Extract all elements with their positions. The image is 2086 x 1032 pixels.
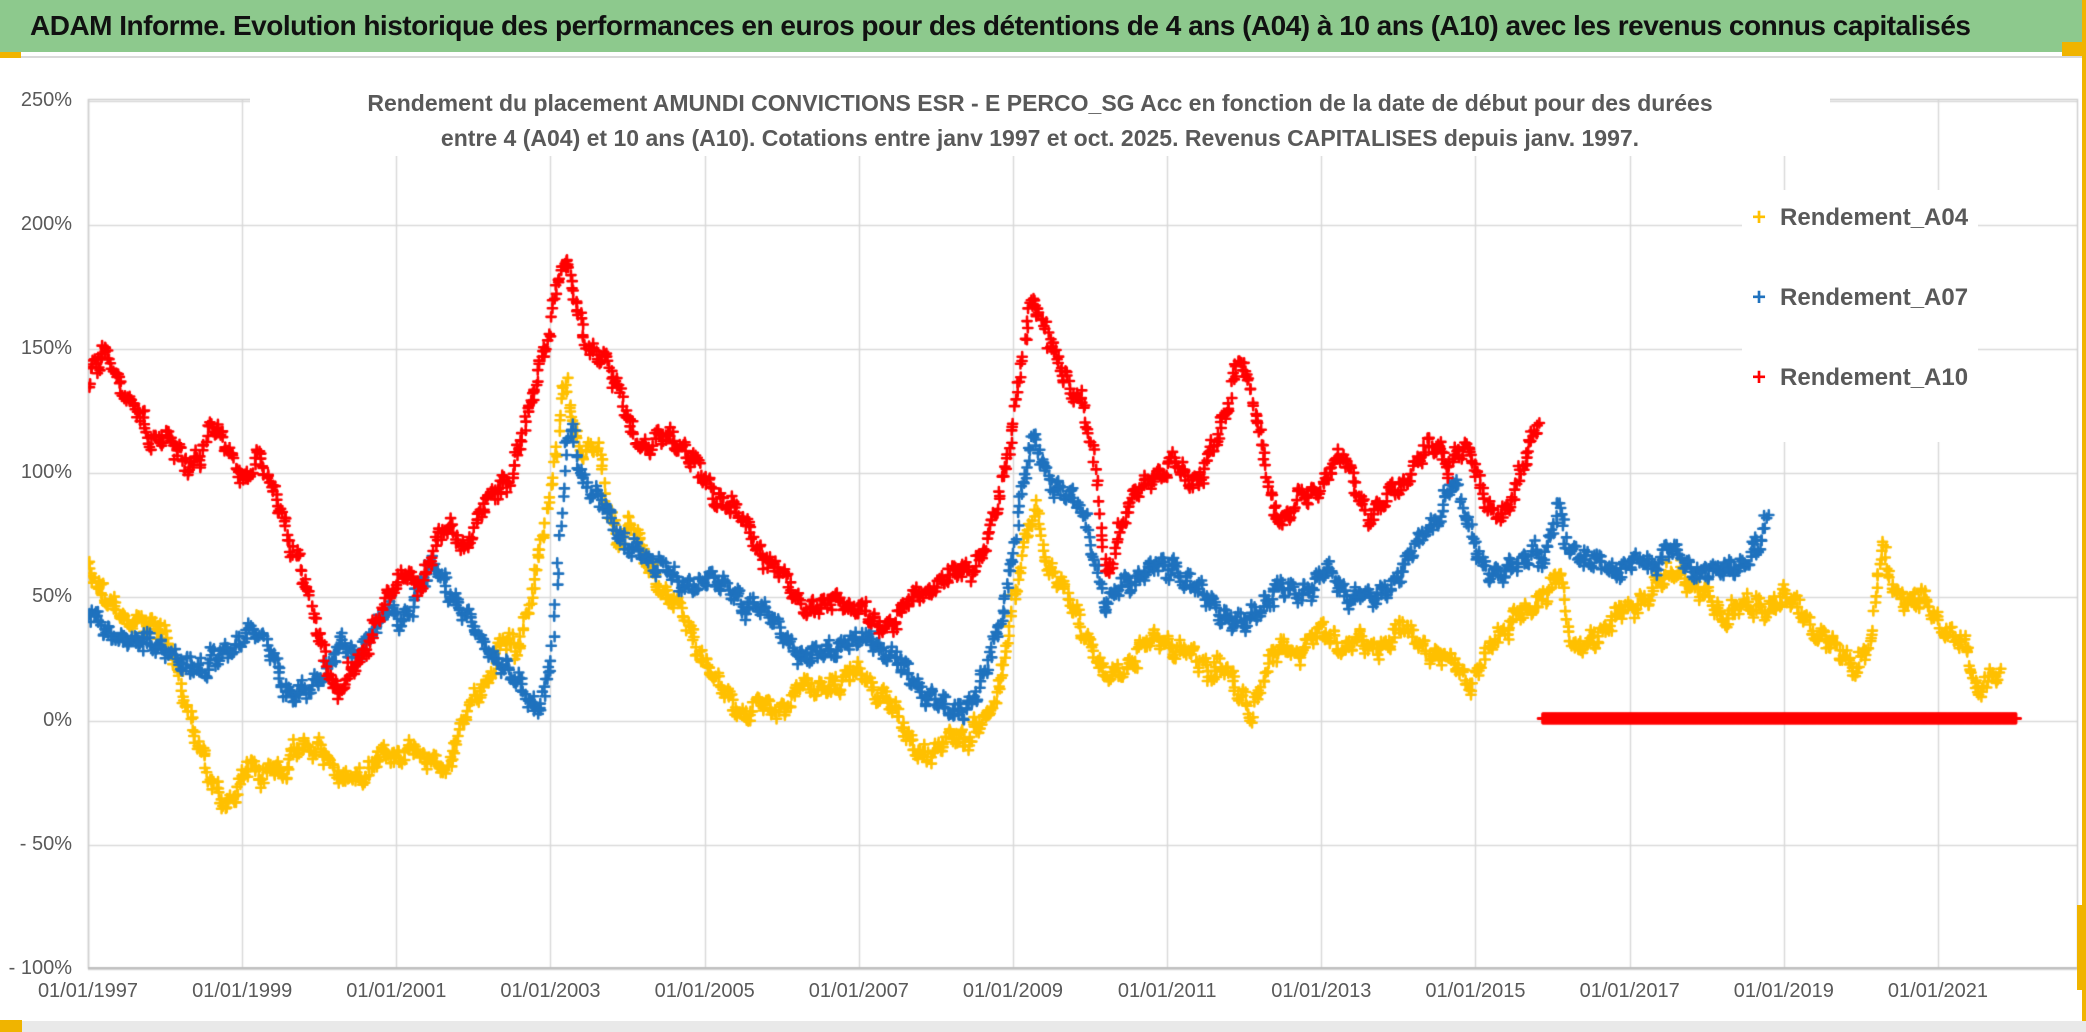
x-tick-label: 01/01/2017: [1579, 980, 1680, 1002]
header-divider: [0, 56, 2086, 58]
corner-accent-top-right: [2062, 42, 2086, 56]
y-tick-label: - 50%: [19, 833, 72, 855]
scrollbar-track-horizontal[interactable]: [0, 1021, 2086, 1032]
legend-label: Rendement_A07: [1780, 284, 1969, 311]
legend-item-rendement-a04[interactable]: + Rendement_A04: [1752, 196, 1968, 240]
y-tick-label: 100%: [20, 461, 72, 483]
legend-marker-icon: +: [1752, 364, 1767, 391]
header-banner: ADAM Informe. Evolution historique des p…: [0, 0, 2082, 52]
legend-label: Rendement_A04: [1780, 204, 1969, 231]
y-tick-label: 0%: [43, 709, 72, 731]
legend-label: Rendement_A10: [1780, 364, 1969, 391]
x-tick-label: 01/01/2013: [1271, 980, 1372, 1002]
chart-title-line2: entre 4 (A04) et 10 ans (A10). Cotations…: [440, 125, 1640, 151]
x-tick-label: 01/01/2001: [346, 980, 447, 1002]
x-tick-label: 01/01/2019: [1733, 980, 1834, 1002]
legend-marker-icon: +: [1752, 204, 1767, 231]
scroll-thumb-vertical[interactable]: [2077, 905, 2086, 990]
scroll-thumb-horizontal[interactable]: [0, 1020, 22, 1032]
x-tick-label: 01/01/2015: [1425, 980, 1526, 1002]
x-tick-label: 01/01/1999: [192, 980, 293, 1002]
x-tick-label: 01/01/2009: [962, 980, 1064, 1002]
x-tick-label: 01/01/1997: [37, 980, 139, 1002]
chart-legend: + Rendement_A04 + Rendement_A07 + Rendement_A…: [1742, 190, 1979, 442]
legend-item-rendement-a10[interactable]: + Rendement_A10: [1752, 356, 1968, 400]
x-tick-label: 01/01/2021: [1887, 980, 1989, 1002]
y-tick-label: - 100%: [8, 957, 72, 979]
chart-title: Rendement du placement AMUNDI CONVICTION…: [250, 86, 1830, 156]
x-tick-label: 01/01/2011: [1117, 980, 1217, 1002]
x-tick-label: 01/01/2005: [654, 980, 755, 1002]
header-banner-title: ADAM Informe. Evolution historique des p…: [30, 10, 1971, 41]
legend-marker-icon: +: [1752, 284, 1767, 311]
scrollbar-track-vertical[interactable]: [2082, 0, 2086, 1032]
y-tick-label: 50%: [31, 585, 72, 607]
chart-title-line1: Rendement du placement AMUNDI CONVICTION…: [367, 90, 1713, 116]
corner-accent-top-left: [0, 52, 21, 58]
y-tick-label: 250%: [20, 89, 72, 111]
y-tick-label: 150%: [20, 337, 72, 359]
x-tick-label: 01/01/2003: [500, 980, 601, 1002]
legend-item-rendement-a07[interactable]: + Rendement_A07: [1752, 276, 1968, 320]
y-tick-label: 200%: [20, 213, 72, 235]
x-tick-label: 01/01/2007: [808, 980, 909, 1002]
